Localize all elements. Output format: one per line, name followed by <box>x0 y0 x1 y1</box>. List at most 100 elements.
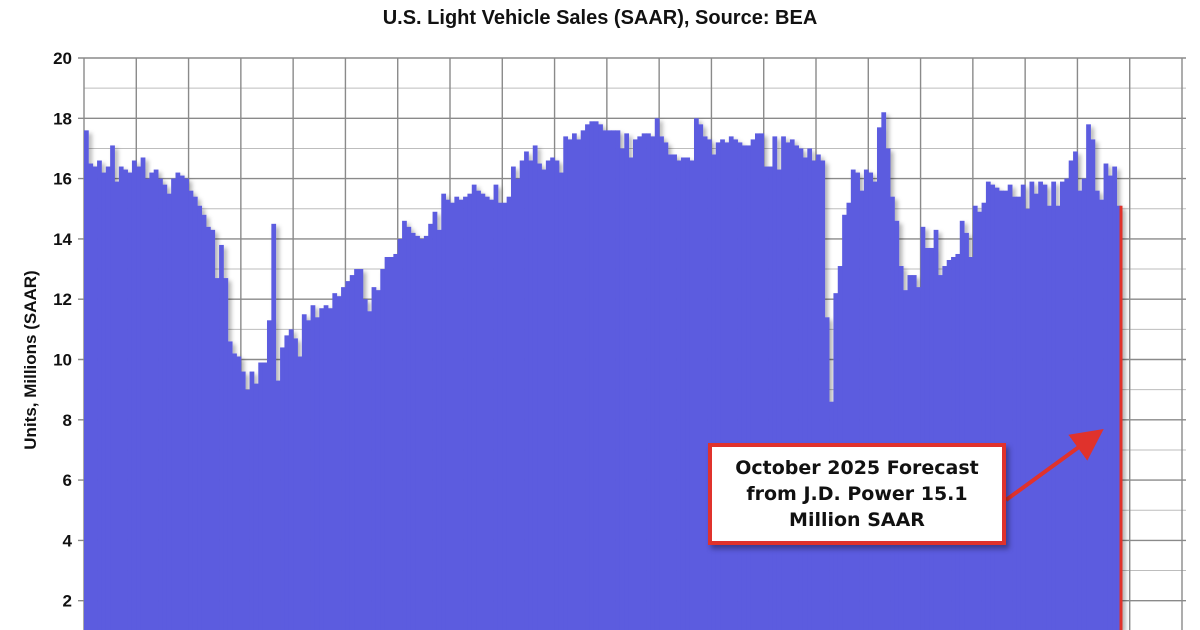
bar-2022-10 <box>959 220 965 630</box>
bar-2009-03 <box>249 371 255 630</box>
bar-2011-11 <box>389 256 394 630</box>
bar-2024-06 <box>1046 205 1052 630</box>
bar-2018-01 <box>711 154 717 630</box>
bar-2010-04 <box>306 320 311 630</box>
bar-2016-04 <box>619 148 625 630</box>
bar-2023-06 <box>994 187 1000 630</box>
bar-2007-04 <box>149 172 155 630</box>
y-tick-label: 8 <box>63 411 72 430</box>
bar-2015-11 <box>598 124 603 630</box>
bar-2009-09 <box>275 380 281 630</box>
bar-2013-08 <box>480 193 486 630</box>
bar-2009-12 <box>288 329 294 630</box>
bar-2006-04 <box>97 160 102 630</box>
bar-2011-02 <box>349 275 355 630</box>
bar-2020-02 <box>820 160 826 630</box>
bar-2024-10 <box>1064 178 1070 630</box>
bar-2018-02 <box>715 142 721 630</box>
bar-2008-10 <box>227 341 233 630</box>
bar-2017-03 <box>667 154 673 630</box>
bar-2017-12 <box>707 139 712 630</box>
bar-2011-09 <box>380 269 386 630</box>
bar-2012-10 <box>436 229 442 630</box>
bar-2016-12 <box>654 118 660 630</box>
bar-2013-03 <box>458 199 464 630</box>
bar-2025-03 <box>1086 124 1091 630</box>
bar-2008-02 <box>192 196 198 630</box>
bar-2007-09 <box>171 178 176 630</box>
bar-2019-04 <box>776 169 782 630</box>
bar-2010-09 <box>328 308 333 630</box>
bar-2006-10 <box>123 169 128 630</box>
bar-2014-08 <box>532 145 538 630</box>
bar-2016-10 <box>646 133 651 630</box>
bar-2025-07 <box>1103 163 1109 630</box>
bar-2012-04 <box>410 232 416 630</box>
bar-2018-10 <box>750 139 756 630</box>
bar-2015-12 <box>602 130 608 630</box>
bar-2017-11 <box>702 136 708 630</box>
bar-2012-01 <box>397 238 403 630</box>
bar-2012-02 <box>402 220 407 630</box>
bar-2020-09 <box>850 169 856 630</box>
chart-title: U.S. Light Vehicle Sales (SAAR), Source:… <box>383 7 818 29</box>
bar-2006-08 <box>114 181 120 630</box>
bar-2023-07 <box>999 190 1004 630</box>
bar-2017-01 <box>659 136 664 630</box>
bar-2012-09 <box>432 211 438 630</box>
bar-2012-08 <box>428 223 433 630</box>
bar-2014-03 <box>511 166 516 630</box>
bar-2024-08 <box>1055 205 1061 630</box>
bar-2023-05 <box>990 184 996 630</box>
bar-2008-11 <box>232 353 237 630</box>
bar-2009-05 <box>258 362 264 630</box>
bar-2009-11 <box>284 335 290 630</box>
bar-2019-09 <box>798 148 804 630</box>
bar-2018-09 <box>746 145 752 630</box>
bar-2015-01 <box>554 160 560 630</box>
bar-2017-06 <box>680 157 686 630</box>
bar-2013-04 <box>463 196 468 630</box>
bar-2016-07 <box>633 139 638 630</box>
bar-2008-12 <box>236 356 242 630</box>
bar-2020-11 <box>859 190 865 630</box>
bar-2015-08 <box>585 124 590 630</box>
bar-2017-07 <box>685 157 691 630</box>
bar-2009-01 <box>240 371 246 630</box>
bar-2009-10 <box>280 347 285 630</box>
bar-2024-03 <box>1033 193 1039 630</box>
bar-2019-06 <box>785 142 791 630</box>
bar-2009-07 <box>267 320 272 630</box>
bar-2017-04 <box>672 154 677 630</box>
y-tick-label: 4 <box>63 531 73 550</box>
bar-2010-03 <box>301 314 307 630</box>
bar-2014-10 <box>541 169 547 630</box>
bar-2014-01 <box>502 202 508 630</box>
bar-2019-01 <box>763 166 769 630</box>
bar-2023-04 <box>985 181 991 630</box>
bar-2015-02 <box>558 172 564 630</box>
bar-2013-10 <box>489 199 494 630</box>
y-tick-label: 2 <box>63 592 72 611</box>
bar-2020-07 <box>842 214 847 630</box>
bar-2007-05 <box>153 169 159 630</box>
bar-2022-03 <box>929 247 935 630</box>
bars <box>84 112 1123 630</box>
bar-2007-01 <box>136 166 142 630</box>
bar-2010-11 <box>336 296 342 630</box>
bar-2013-02 <box>454 196 460 630</box>
callout-arrow <box>1004 428 1104 502</box>
bar-2025-08 <box>1107 175 1113 630</box>
bar-2010-10 <box>332 293 338 630</box>
bar-2007-02 <box>140 157 146 630</box>
bar-2014-07 <box>528 160 534 630</box>
bar-2019-10 <box>802 157 808 630</box>
y-tick-label: 16 <box>53 170 72 189</box>
bar-2010-12 <box>341 287 346 630</box>
bar-2007-12 <box>184 178 189 630</box>
bar-2011-03 <box>354 269 359 630</box>
bar-2012-11 <box>441 193 447 630</box>
y-tick-label: 10 <box>53 351 72 370</box>
bar-2017-10 <box>698 124 704 630</box>
